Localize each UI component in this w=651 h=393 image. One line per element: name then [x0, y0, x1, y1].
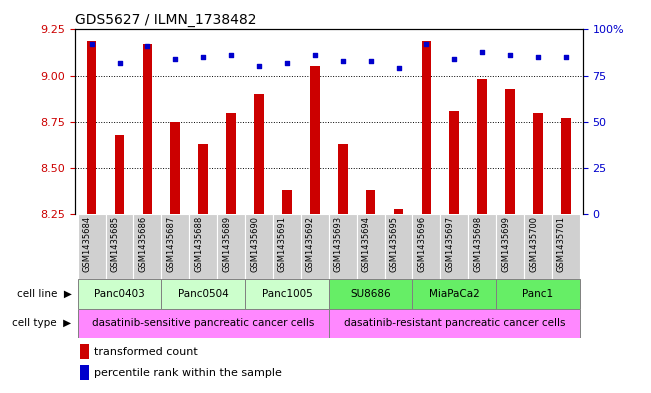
Text: Panc0504: Panc0504: [178, 289, 229, 299]
Bar: [413, 279, 496, 309]
Text: GSM1435690: GSM1435690: [250, 216, 259, 272]
Bar: [496, 214, 524, 279]
Text: Panc1: Panc1: [523, 289, 553, 299]
Bar: [496, 279, 580, 309]
Point: [561, 54, 571, 60]
Bar: [77, 309, 329, 338]
Bar: [171, 122, 180, 214]
Bar: [143, 44, 152, 214]
Bar: [440, 214, 468, 279]
Bar: [161, 214, 189, 279]
Point: [115, 60, 125, 66]
Bar: [505, 88, 515, 214]
Text: GSM1435688: GSM1435688: [194, 216, 203, 272]
Text: GDS5627 / ILMN_1738482: GDS5627 / ILMN_1738482: [75, 13, 256, 27]
Bar: [394, 209, 404, 214]
Bar: [77, 214, 105, 279]
Point: [393, 65, 404, 72]
Bar: [115, 135, 124, 214]
Text: GSM1435693: GSM1435693: [334, 216, 342, 272]
Bar: [357, 214, 385, 279]
Text: GSM1435695: GSM1435695: [389, 216, 398, 272]
Point: [533, 54, 543, 60]
Point: [337, 58, 348, 64]
Bar: [161, 279, 245, 309]
Point: [254, 63, 264, 70]
Point: [449, 56, 460, 62]
Bar: [366, 190, 376, 214]
Bar: [329, 309, 580, 338]
Bar: [301, 214, 329, 279]
Bar: [245, 279, 329, 309]
Bar: [282, 190, 292, 214]
Bar: [449, 111, 459, 214]
Point: [365, 58, 376, 64]
Bar: [217, 214, 245, 279]
Text: cell type  ▶: cell type ▶: [12, 318, 72, 328]
Bar: [329, 214, 357, 279]
Bar: [273, 214, 301, 279]
Bar: [477, 79, 487, 214]
Text: GSM1435689: GSM1435689: [222, 216, 231, 272]
Text: SU8686: SU8686: [350, 289, 391, 299]
Text: MiaPaCa2: MiaPaCa2: [429, 289, 480, 299]
Text: GSM1435696: GSM1435696: [417, 216, 426, 272]
Bar: [413, 214, 440, 279]
Point: [87, 41, 97, 48]
Point: [505, 52, 516, 59]
Text: GSM1435691: GSM1435691: [278, 216, 287, 272]
Bar: [468, 214, 496, 279]
Text: dasatinib-resistant pancreatic cancer cells: dasatinib-resistant pancreatic cancer ce…: [344, 318, 565, 328]
Bar: [199, 144, 208, 214]
Point: [198, 54, 208, 60]
Point: [310, 52, 320, 59]
Text: GSM1435698: GSM1435698: [473, 216, 482, 272]
Bar: [338, 144, 348, 214]
Bar: [87, 40, 96, 214]
Bar: [254, 94, 264, 214]
Point: [170, 56, 180, 62]
Bar: [524, 214, 552, 279]
Bar: [385, 214, 413, 279]
Bar: [245, 214, 273, 279]
Point: [282, 60, 292, 66]
Text: GSM1435684: GSM1435684: [83, 216, 92, 272]
Text: transformed count: transformed count: [94, 347, 198, 357]
Bar: [133, 214, 161, 279]
Text: GSM1435701: GSM1435701: [557, 216, 566, 272]
Point: [142, 43, 152, 49]
Text: GSM1435699: GSM1435699: [501, 216, 510, 272]
Text: GSM1435687: GSM1435687: [166, 216, 175, 272]
Text: GSM1435685: GSM1435685: [111, 216, 120, 272]
Bar: [310, 66, 320, 214]
Bar: [421, 40, 431, 214]
Text: GSM1435697: GSM1435697: [445, 216, 454, 272]
Bar: [105, 214, 133, 279]
Point: [421, 41, 432, 48]
Bar: [533, 112, 543, 214]
Bar: [80, 344, 89, 359]
Bar: [77, 279, 161, 309]
Text: dasatinib-sensitive pancreatic cancer cells: dasatinib-sensitive pancreatic cancer ce…: [92, 318, 314, 328]
Text: percentile rank within the sample: percentile rank within the sample: [94, 368, 282, 378]
Point: [477, 48, 488, 55]
Point: [226, 52, 236, 59]
Text: Panc1005: Panc1005: [262, 289, 312, 299]
Text: Panc0403: Panc0403: [94, 289, 145, 299]
Bar: [329, 279, 413, 309]
Text: GSM1435694: GSM1435694: [361, 216, 370, 272]
Text: GSM1435686: GSM1435686: [139, 216, 147, 272]
Bar: [80, 365, 89, 380]
Bar: [561, 118, 571, 214]
Text: GSM1435700: GSM1435700: [529, 216, 538, 272]
Bar: [227, 112, 236, 214]
Text: cell line  ▶: cell line ▶: [17, 289, 72, 299]
Bar: [552, 214, 580, 279]
Bar: [189, 214, 217, 279]
Text: GSM1435692: GSM1435692: [306, 216, 315, 272]
